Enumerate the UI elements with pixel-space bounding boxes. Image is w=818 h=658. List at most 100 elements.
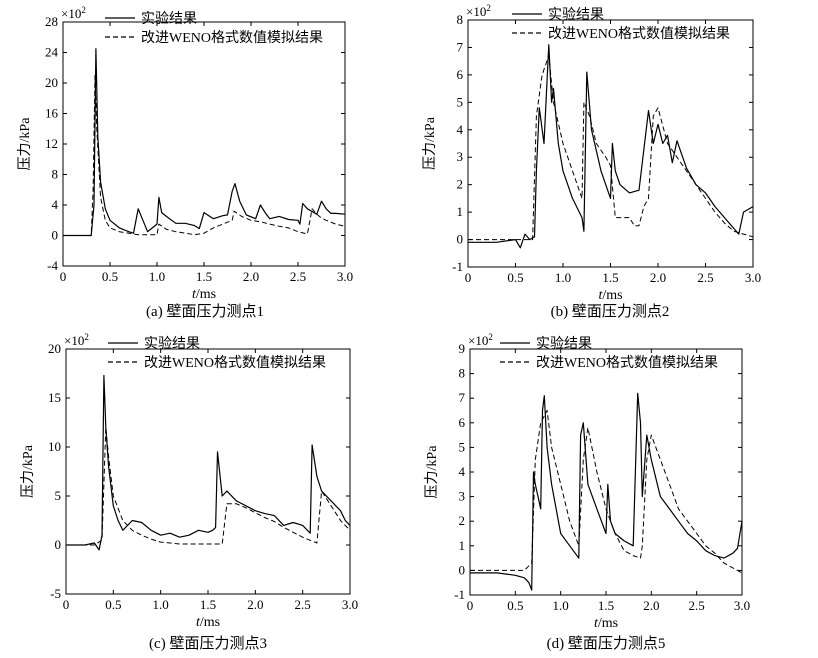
- chart-3: 0 0.5 1.0 1.5 2.0 2.5 3.0-505101520×102压力/kPat…: [20, 332, 358, 652]
- y-multiplier: ×102: [61, 5, 86, 21]
- y-tick-label: 0: [459, 562, 466, 577]
- x-tick-label: 2.0: [247, 597, 263, 612]
- y-multiplier-base: ×10: [61, 6, 81, 21]
- x-tick-label: 2.5: [290, 269, 306, 284]
- y-tick-label: 16: [45, 106, 59, 121]
- y-tick-label: 0: [457, 232, 464, 247]
- x-tick-label: 1.5: [200, 597, 216, 612]
- x-tick-label: 0.5: [507, 598, 523, 613]
- x-tick-label: 1.0: [149, 269, 165, 284]
- chart-caption: (d) 壁面压力测点5: [547, 635, 666, 652]
- y-tick-label: 20: [45, 75, 58, 90]
- y-tick-label: 1: [459, 538, 466, 553]
- y-tick-label: 2: [457, 177, 464, 192]
- simulation-line: [63, 74, 346, 236]
- y-tick-label: 12: [45, 136, 58, 151]
- experiment-line: [63, 48, 346, 237]
- x-tick-label: 3.0: [342, 597, 358, 612]
- experiment-line: [66, 374, 351, 551]
- y-multiplier-base: ×10: [64, 333, 84, 348]
- y-tick-label: 9: [459, 341, 466, 356]
- x-tick-label: 0.5: [105, 597, 121, 612]
- x-tick-label: 1.5: [598, 598, 614, 613]
- chart-caption: (b) 壁面压力测点2: [551, 303, 670, 320]
- y-multiplier-exp: 2: [486, 3, 491, 13]
- y-tick-label: 1: [457, 204, 464, 219]
- chart-2: 0 0.5 1.0 1.5 2.0 2.5 3.0-1012345678×102压力/kPa…: [422, 3, 761, 320]
- x-tick-label: 2.0: [643, 598, 659, 613]
- y-multiplier-base: ×10: [466, 4, 486, 19]
- x-tick-label: 0: [60, 269, 67, 284]
- x-tick-label: 1.5: [196, 269, 212, 284]
- y-axis-label: 压力/kPa: [424, 445, 440, 499]
- x-axis-label: t/ms: [598, 288, 622, 303]
- y-tick-label: 5: [457, 94, 464, 109]
- x-axis-label-unit: /ms: [196, 287, 216, 302]
- legend-label: 改进WENO格式数值模拟结果: [141, 30, 323, 46]
- plot-frame: [467, 19, 754, 268]
- x-axis-label-var: t: [594, 616, 599, 631]
- y-tick-label: 10: [48, 439, 61, 454]
- y-axis-label: 压力/kPa: [17, 117, 33, 171]
- y-tick-label: -1: [452, 259, 463, 274]
- x-tick-label: 0.5: [102, 269, 118, 284]
- y-tick-label: 6: [459, 415, 466, 430]
- y-tick-label: 4: [459, 464, 466, 479]
- y-tick-label: 8: [457, 12, 464, 27]
- x-tick-label: 2.5: [295, 597, 311, 612]
- x-tick-label: 1.0: [553, 598, 569, 613]
- simulation-line: [470, 410, 743, 574]
- legend-label: 改进WENO格式数值模拟结果: [548, 26, 730, 42]
- y-tick-label: 15: [48, 390, 61, 405]
- x-tick-label: 3.0: [337, 269, 353, 284]
- y-tick-label: 24: [45, 45, 59, 60]
- y-multiplier: ×102: [466, 3, 491, 19]
- y-multiplier-exp: 2: [84, 332, 89, 342]
- y-tick-label: 2: [459, 513, 466, 528]
- simulation-line: [66, 426, 351, 546]
- x-tick-label: 0: [467, 598, 474, 613]
- simulation-line: [468, 55, 754, 241]
- x-axis-label-var: t: [598, 288, 603, 303]
- x-tick-label: 2.0: [650, 270, 666, 285]
- legend-label: 改进WENO格式数值模拟结果: [536, 355, 718, 371]
- y-tick-label: 4: [52, 197, 59, 212]
- legend-label: 实验结果: [144, 336, 200, 352]
- x-axis-label-unit: /ms: [598, 616, 618, 631]
- y-multiplier-exp: 2: [81, 5, 86, 15]
- x-tick-label: 0.5: [507, 270, 523, 285]
- y-axis-label: 压力/kPa: [20, 444, 36, 498]
- y-tick-label: 3: [459, 489, 466, 504]
- legend-label: 实验结果: [536, 336, 592, 352]
- x-tick-label: 2.0: [243, 269, 259, 284]
- x-tick-label: 2.5: [689, 598, 705, 613]
- x-tick-label: 3.0: [734, 598, 750, 613]
- x-tick-label: 1.0: [153, 597, 169, 612]
- y-multiplier: ×102: [468, 332, 493, 348]
- y-multiplier: ×102: [64, 332, 89, 348]
- legend-label: 实验结果: [548, 7, 604, 23]
- y-tick-label: 5: [459, 439, 466, 454]
- plot-frame: [62, 21, 346, 267]
- x-tick-label: 1.0: [555, 270, 571, 285]
- x-tick-label: 0: [63, 597, 70, 612]
- x-tick-label: 3.0: [745, 270, 761, 285]
- x-tick-label: 1.5: [602, 270, 618, 285]
- experiment-line: [470, 392, 743, 591]
- plot-frame: [469, 348, 743, 596]
- y-tick-label: 28: [45, 14, 58, 29]
- experiment-line: [468, 44, 754, 249]
- x-axis-label-var: t: [196, 615, 201, 630]
- x-tick-label: 0: [465, 270, 472, 285]
- x-axis-label: t/ms: [196, 615, 220, 630]
- x-axis-label-unit: /ms: [200, 615, 220, 630]
- y-multiplier-base: ×10: [468, 333, 488, 348]
- chart-1: 0 0.5 1.0 1.5 2.0 2.5 3.0-40481216202428×102压力…: [17, 5, 353, 320]
- y-tick-label: 8: [52, 167, 59, 182]
- y-tick-label: 4: [457, 122, 464, 137]
- y-tick-label: 7: [457, 39, 464, 54]
- x-axis-label: t/ms: [594, 616, 618, 631]
- y-tick-label: 6: [457, 67, 464, 82]
- chart-caption: (a) 壁面压力测点1: [146, 303, 264, 320]
